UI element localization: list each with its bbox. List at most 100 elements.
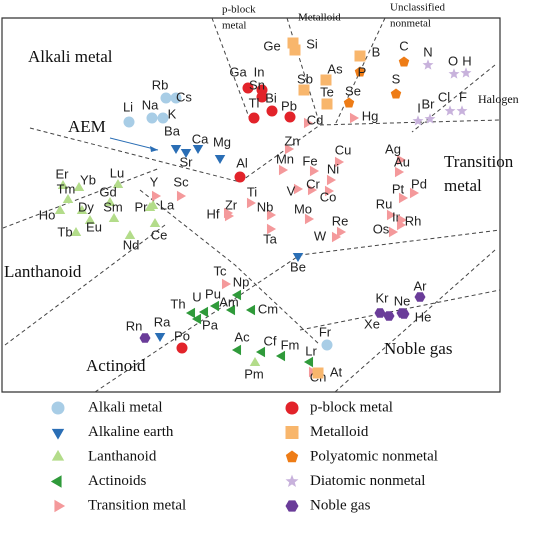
element-label: Sc — [173, 174, 189, 189]
marker — [388, 226, 399, 238]
region-label: Actinoid — [86, 356, 146, 375]
marker — [51, 428, 65, 440]
legend-label: Polyatomic nonmetal — [310, 448, 438, 464]
legend-label: Alkaline earth — [88, 424, 174, 440]
legend-label: Alkali metal — [88, 399, 163, 415]
marker — [157, 112, 169, 124]
marker — [374, 308, 386, 318]
element-label: Po — [174, 328, 190, 343]
marker — [256, 91, 268, 103]
marker — [147, 199, 159, 210]
element-label: La — [160, 197, 175, 212]
marker — [214, 154, 226, 165]
marker — [57, 179, 69, 190]
element-label: Zn — [284, 133, 299, 148]
element-label: Fm — [281, 337, 300, 352]
marker — [266, 105, 278, 117]
element-label: Pt — [392, 181, 405, 196]
element-label: Te — [320, 84, 334, 99]
region-label: AEM — [68, 117, 106, 136]
marker — [248, 112, 260, 124]
marker — [424, 113, 436, 124]
marker — [287, 37, 299, 49]
marker — [398, 56, 410, 67]
element-label: Sb — [297, 71, 313, 86]
element-label: As — [327, 61, 343, 76]
marker — [123, 116, 135, 128]
element-label: Hf — [207, 206, 220, 221]
element-label: Tl — [249, 95, 260, 110]
region-label: Noble gas — [384, 339, 452, 358]
marker — [209, 300, 220, 312]
marker — [146, 112, 158, 124]
element-label: P — [358, 64, 367, 79]
element-label: Th — [170, 296, 185, 311]
marker — [397, 214, 408, 226]
marker — [266, 209, 277, 221]
element-label: Ce — [151, 227, 168, 242]
region-label: Transition — [444, 152, 514, 171]
marker — [343, 97, 355, 108]
marker — [223, 207, 234, 219]
marker — [285, 401, 299, 415]
element-label: Co — [320, 189, 337, 204]
element-label: Eu — [86, 219, 102, 234]
element-label: He — [415, 309, 432, 324]
marker — [394, 166, 405, 178]
element-label: K — [168, 106, 177, 121]
legend: Alkali metal Alkaline earth Lanthanoid Acti… — [50, 399, 438, 513]
marker — [62, 193, 74, 204]
element-label: Tc — [214, 263, 228, 278]
element-label: Ca — [192, 131, 209, 146]
marker — [242, 82, 254, 94]
element-label: Ni — [327, 161, 339, 176]
marker — [198, 306, 209, 318]
element-label: Mo — [294, 201, 312, 216]
element-label: Ga — [229, 64, 247, 79]
marker — [70, 226, 82, 237]
element-label: Na — [142, 97, 159, 112]
marker — [293, 183, 304, 195]
marker — [285, 426, 299, 439]
marker — [312, 367, 324, 379]
element-label: Tb — [57, 224, 72, 239]
marker — [386, 209, 397, 221]
marker — [231, 289, 242, 301]
legend-label: Metalloid — [310, 424, 369, 440]
element-label: Fr — [319, 324, 332, 339]
marker — [304, 213, 315, 225]
marker — [278, 164, 289, 176]
region-label: Alkali metal — [28, 47, 113, 66]
marker — [289, 44, 301, 56]
marker — [307, 184, 318, 196]
element-label: V — [287, 183, 296, 198]
element-label: O — [448, 53, 458, 68]
element-label: Ra — [154, 314, 171, 329]
marker — [249, 356, 261, 367]
element-label: Yb — [80, 172, 96, 187]
element-label: Al — [236, 155, 248, 170]
element-label: C — [399, 38, 408, 53]
marker — [124, 229, 136, 240]
marker — [383, 311, 395, 321]
element-label: Re — [332, 213, 349, 228]
marker — [285, 450, 299, 463]
marker — [54, 499, 66, 513]
element-label: H — [462, 53, 471, 68]
marker — [84, 214, 96, 225]
marker — [354, 50, 366, 62]
marker — [309, 165, 320, 177]
marker — [460, 67, 472, 78]
element-label: Ne — [394, 293, 411, 308]
marker — [231, 344, 242, 356]
marker — [139, 333, 151, 343]
element-label: Kr — [376, 290, 390, 305]
marker — [108, 212, 120, 223]
marker — [284, 111, 296, 123]
marker — [255, 346, 266, 358]
element-label: Am — [219, 294, 239, 309]
marker — [176, 342, 188, 354]
element-label: Sn — [249, 77, 265, 92]
marker — [448, 68, 460, 79]
marker — [51, 449, 65, 461]
